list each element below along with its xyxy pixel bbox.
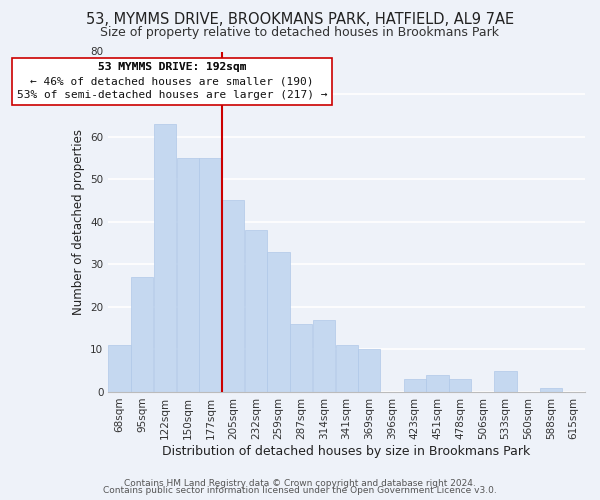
Text: 53 MYMMS DRIVE: 192sqm: 53 MYMMS DRIVE: 192sqm — [98, 62, 246, 72]
Y-axis label: Number of detached properties: Number of detached properties — [72, 128, 85, 314]
Bar — [313, 320, 335, 392]
Bar — [245, 230, 267, 392]
Text: Contains HM Land Registry data © Crown copyright and database right 2024.: Contains HM Land Registry data © Crown c… — [124, 478, 476, 488]
Bar — [449, 379, 471, 392]
Text: 53, MYMMS DRIVE, BROOKMANS PARK, HATFIELD, AL9 7AE: 53, MYMMS DRIVE, BROOKMANS PARK, HATFIEL… — [86, 12, 514, 28]
Bar — [427, 375, 449, 392]
Bar — [176, 158, 199, 392]
Bar — [358, 350, 380, 392]
X-axis label: Distribution of detached houses by size in Brookmans Park: Distribution of detached houses by size … — [163, 444, 531, 458]
Bar — [109, 345, 131, 392]
Bar — [154, 124, 176, 392]
Text: 53 MYMMS DRIVE: 192sqm
← 46% of detached houses are smaller (190)
53% of semi-de: 53 MYMMS DRIVE: 192sqm ← 46% of detached… — [17, 62, 327, 100]
Bar — [540, 388, 562, 392]
Bar — [268, 252, 290, 392]
Bar — [222, 200, 244, 392]
Bar — [199, 158, 221, 392]
Bar — [290, 324, 313, 392]
Text: Contains public sector information licensed under the Open Government Licence v3: Contains public sector information licen… — [103, 486, 497, 495]
Text: Size of property relative to detached houses in Brookmans Park: Size of property relative to detached ho… — [101, 26, 499, 39]
Bar — [494, 370, 517, 392]
Bar — [131, 277, 154, 392]
Bar — [404, 379, 426, 392]
Bar — [335, 345, 358, 392]
